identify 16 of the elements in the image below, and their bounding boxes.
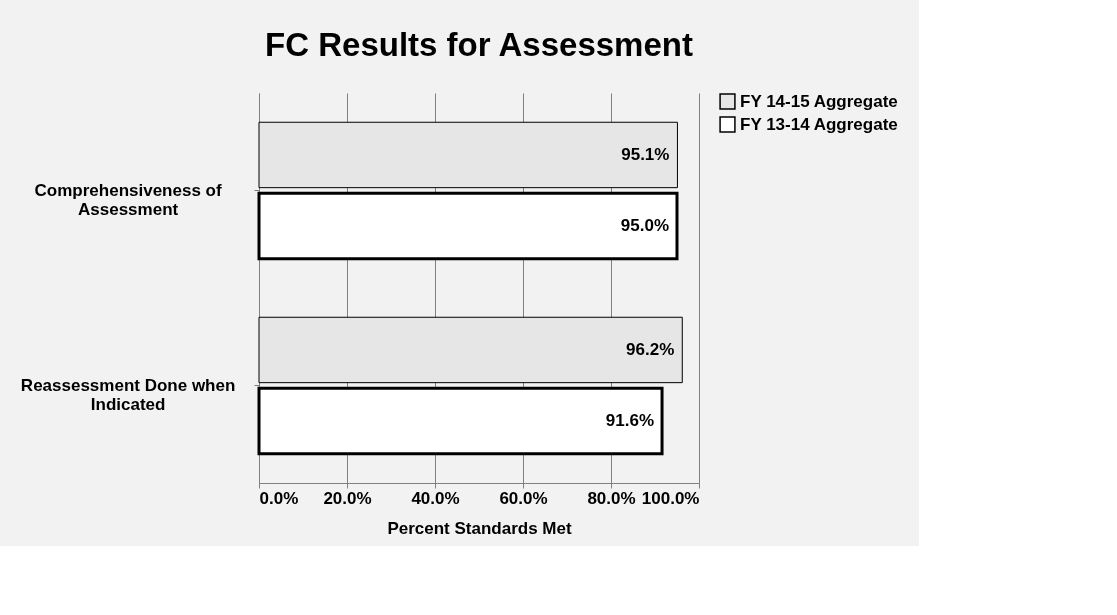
x-tick-label: 0.0% xyxy=(259,488,299,508)
y-tick-label: Reassessment Done when Indicated xyxy=(20,375,236,414)
y-tick-label: Comprehensiveness of Assessment xyxy=(34,180,222,219)
text: 91.6% xyxy=(605,411,655,431)
x-tick-label: 80.0% xyxy=(587,488,636,508)
x-axis-title: Percent Standards Met xyxy=(387,518,572,538)
x-tick-label: 40.0% xyxy=(411,488,460,508)
x-tick-label: 100.0% xyxy=(641,488,700,508)
legend-label: FY 14-15 Aggregate xyxy=(740,91,898,111)
x-tick-label: 20.0% xyxy=(323,488,372,508)
x-tick-label: 60.0% xyxy=(499,488,548,508)
legend-label: FY 13-14 Aggregate xyxy=(740,114,898,134)
chart-title: FC Results for Assessment xyxy=(265,26,693,63)
text: 96.2% xyxy=(626,339,675,359)
text: 95.0% xyxy=(620,216,669,236)
text: 95.1% xyxy=(621,144,670,164)
